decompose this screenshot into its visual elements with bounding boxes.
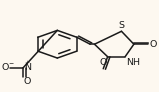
Text: NH: NH	[127, 58, 141, 67]
Text: −: −	[8, 60, 13, 65]
Text: N: N	[24, 63, 31, 72]
Text: O: O	[100, 58, 107, 67]
Text: S: S	[118, 21, 124, 30]
Text: O: O	[24, 77, 31, 86]
Text: O: O	[2, 63, 9, 72]
Text: O: O	[150, 40, 157, 49]
Text: +: +	[24, 60, 30, 65]
